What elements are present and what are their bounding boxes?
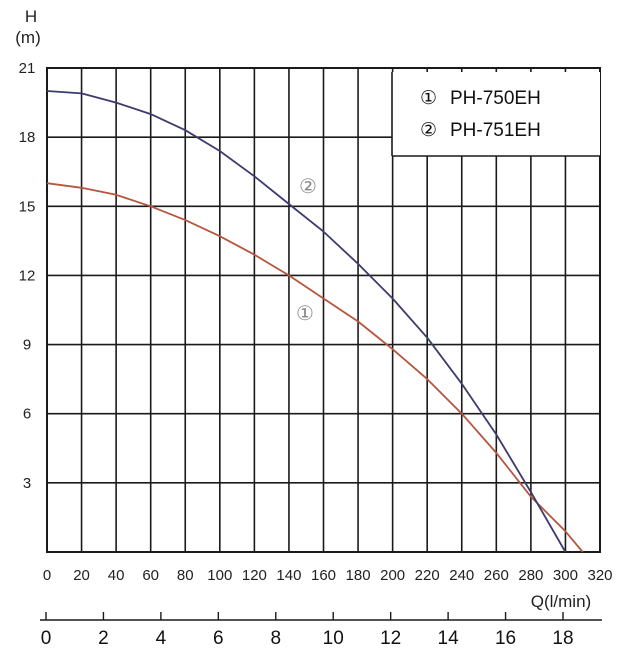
secondary-tick-label-2: 2 [98, 628, 109, 649]
x-tick-label-140: 140 [276, 567, 301, 584]
y-tick-label-15: 15 [19, 198, 36, 215]
x-tick-label-200: 200 [380, 567, 405, 584]
legend-label-2: PH-751EH [450, 120, 541, 141]
x-tick-label-220: 220 [415, 567, 440, 584]
series-line-2 [46, 90, 567, 553]
curve-label-2: ② [299, 174, 317, 198]
y-tick-label-12: 12 [19, 267, 36, 284]
y-tick-label-9: 9 [23, 337, 31, 354]
x-tick-label-180: 180 [346, 567, 371, 584]
x-tick-label-100: 100 [207, 567, 232, 584]
x-tick-label-80: 80 [177, 567, 194, 584]
x-tick-label-320: 320 [587, 567, 612, 584]
legend-box [392, 72, 600, 156]
x-tick-label-280: 280 [518, 567, 543, 584]
y-axis-label-unit: (m) [15, 28, 40, 47]
x-tick-label-260: 260 [484, 567, 509, 584]
y-tick-label-21: 21 [19, 60, 36, 77]
y-axis-label-h: H [25, 7, 37, 26]
x-tick-label-300: 300 [553, 567, 578, 584]
x-tick-label-160: 160 [311, 567, 336, 584]
y-tick-label-3: 3 [23, 475, 31, 492]
legend: ① PH-750EH ② PH-751EH [391, 72, 600, 157]
legend-label-1: PH-750EH [450, 88, 541, 109]
legend-marker-2: ② [420, 120, 437, 141]
series-layer [46, 90, 584, 553]
x-axis-label: Q(l/min) [531, 592, 591, 611]
secondary-tick-label-0: 0 [41, 628, 52, 649]
y-tick-label-18: 18 [19, 129, 36, 146]
x-tick-label-240: 240 [449, 567, 474, 584]
x-tick-label-40: 40 [108, 567, 125, 584]
secondary-tick-label-14: 14 [438, 628, 460, 649]
secondary-tick-label-10: 10 [323, 628, 344, 649]
secondary-tick-label-6: 6 [213, 628, 224, 649]
legend-marker-1: ① [420, 88, 437, 109]
x-tick-label-60: 60 [142, 567, 159, 584]
secondary-tick-label-18: 18 [552, 628, 573, 649]
secondary-tick-label-8: 8 [270, 628, 281, 649]
secondary-tick-label-12: 12 [380, 628, 401, 649]
x-tick-label-0: 0 [43, 567, 51, 584]
secondary-tick-label-16: 16 [495, 628, 516, 649]
secondary-tick-label-4: 4 [156, 628, 167, 649]
x-tick-label-120: 120 [242, 567, 267, 584]
curve-label-1: ① [296, 301, 314, 325]
y-tick-label-6: 6 [23, 406, 31, 423]
plot-frame [46, 67, 601, 553]
x-tick-label-20: 20 [73, 567, 90, 584]
series-line-1 [46, 182, 584, 553]
